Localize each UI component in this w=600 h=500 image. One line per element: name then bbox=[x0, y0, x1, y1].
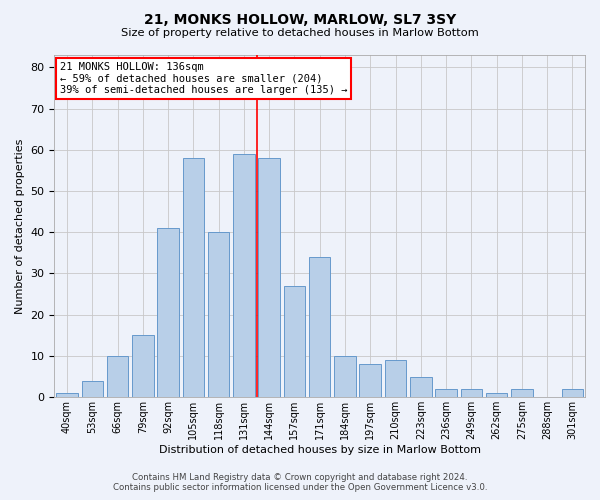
Bar bbox=[309, 257, 331, 397]
Bar bbox=[208, 232, 229, 397]
Bar bbox=[259, 158, 280, 397]
Text: 21, MONKS HOLLOW, MARLOW, SL7 3SY: 21, MONKS HOLLOW, MARLOW, SL7 3SY bbox=[144, 12, 456, 26]
Bar bbox=[107, 356, 128, 397]
Bar bbox=[284, 286, 305, 397]
Text: Contains HM Land Registry data © Crown copyright and database right 2024.
Contai: Contains HM Land Registry data © Crown c… bbox=[113, 473, 487, 492]
Y-axis label: Number of detached properties: Number of detached properties bbox=[15, 138, 25, 314]
Bar bbox=[182, 158, 204, 397]
Bar bbox=[56, 393, 78, 397]
X-axis label: Distribution of detached houses by size in Marlow Bottom: Distribution of detached houses by size … bbox=[159, 445, 481, 455]
Bar bbox=[461, 389, 482, 397]
Bar bbox=[435, 389, 457, 397]
Bar bbox=[82, 380, 103, 397]
Bar bbox=[132, 336, 154, 397]
Bar bbox=[410, 376, 431, 397]
Bar bbox=[511, 389, 533, 397]
Bar bbox=[385, 360, 406, 397]
Bar bbox=[157, 228, 179, 397]
Bar bbox=[486, 393, 508, 397]
Bar bbox=[233, 154, 254, 397]
Bar bbox=[334, 356, 356, 397]
Bar bbox=[359, 364, 381, 397]
Bar bbox=[562, 389, 583, 397]
Text: 21 MONKS HOLLOW: 136sqm
← 59% of detached houses are smaller (204)
39% of semi-d: 21 MONKS HOLLOW: 136sqm ← 59% of detache… bbox=[60, 62, 347, 95]
Text: Size of property relative to detached houses in Marlow Bottom: Size of property relative to detached ho… bbox=[121, 28, 479, 38]
